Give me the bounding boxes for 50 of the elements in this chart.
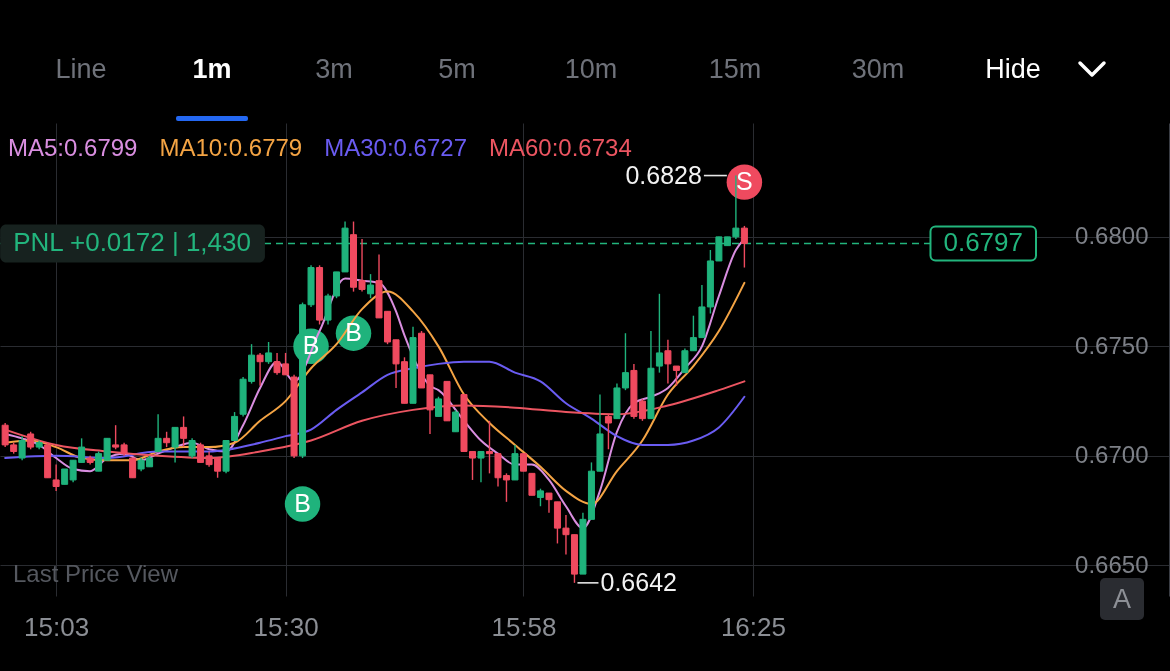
annotation: Last Price View xyxy=(13,560,178,588)
text: 5m xyxy=(438,53,476,86)
annotation: 0.6828 xyxy=(625,160,702,189)
text: 1m xyxy=(192,53,232,86)
candlestick xyxy=(451,409,459,433)
text: Hide xyxy=(985,53,1041,86)
candlestick xyxy=(18,435,26,461)
text: MA60:0.6734 xyxy=(488,134,632,162)
text: 10m xyxy=(564,53,618,86)
y-tick-label: 0.6750 xyxy=(1075,331,1149,359)
candlestick xyxy=(528,472,536,496)
annotation: 0.6642 xyxy=(600,567,677,596)
y-tick-label: 0.6700 xyxy=(1075,441,1149,469)
ref-line-label: 0.6797 xyxy=(943,227,1024,258)
text: MA10:0.6779 xyxy=(159,134,303,162)
series-label: S xyxy=(736,167,753,196)
candlestick xyxy=(604,413,612,450)
candlestick xyxy=(52,463,60,492)
candlestick xyxy=(672,365,680,387)
y-tick-label: 0.6800 xyxy=(1075,222,1149,250)
candlestick xyxy=(265,341,273,365)
x-tick-label: 16:25 xyxy=(720,611,786,642)
y-tick-label: 0.6650 xyxy=(1075,550,1149,578)
candlestick xyxy=(740,225,748,269)
candlestick xyxy=(545,492,553,514)
text: MA5:0.6799 xyxy=(8,134,138,162)
candlestick xyxy=(664,339,672,385)
text: Line xyxy=(55,53,107,86)
candlestick xyxy=(655,293,663,374)
candlestick xyxy=(367,273,375,299)
candlestick xyxy=(129,457,137,479)
text: B xyxy=(294,489,311,518)
text: 15m xyxy=(708,53,762,86)
line-series xyxy=(4,360,746,460)
text: MA30:0.6727 xyxy=(324,134,467,162)
candlestick xyxy=(435,396,442,418)
annotation: PNL +0.0172 | 1,430 xyxy=(13,227,251,258)
x-tick-label: 15:03 xyxy=(24,611,90,642)
text: 3m xyxy=(315,53,353,86)
candlestick xyxy=(171,426,179,464)
text: 30m xyxy=(851,53,905,86)
text: B xyxy=(345,318,362,347)
candlestick xyxy=(256,352,264,387)
candlestick xyxy=(180,415,188,448)
x-tick-label: 15:30 xyxy=(253,611,319,642)
square-button: A xyxy=(1100,578,1144,620)
candlestick xyxy=(154,413,162,453)
candlestick xyxy=(477,450,485,483)
x-tick-label: 15:58 xyxy=(491,611,557,642)
candlestick xyxy=(188,437,196,459)
